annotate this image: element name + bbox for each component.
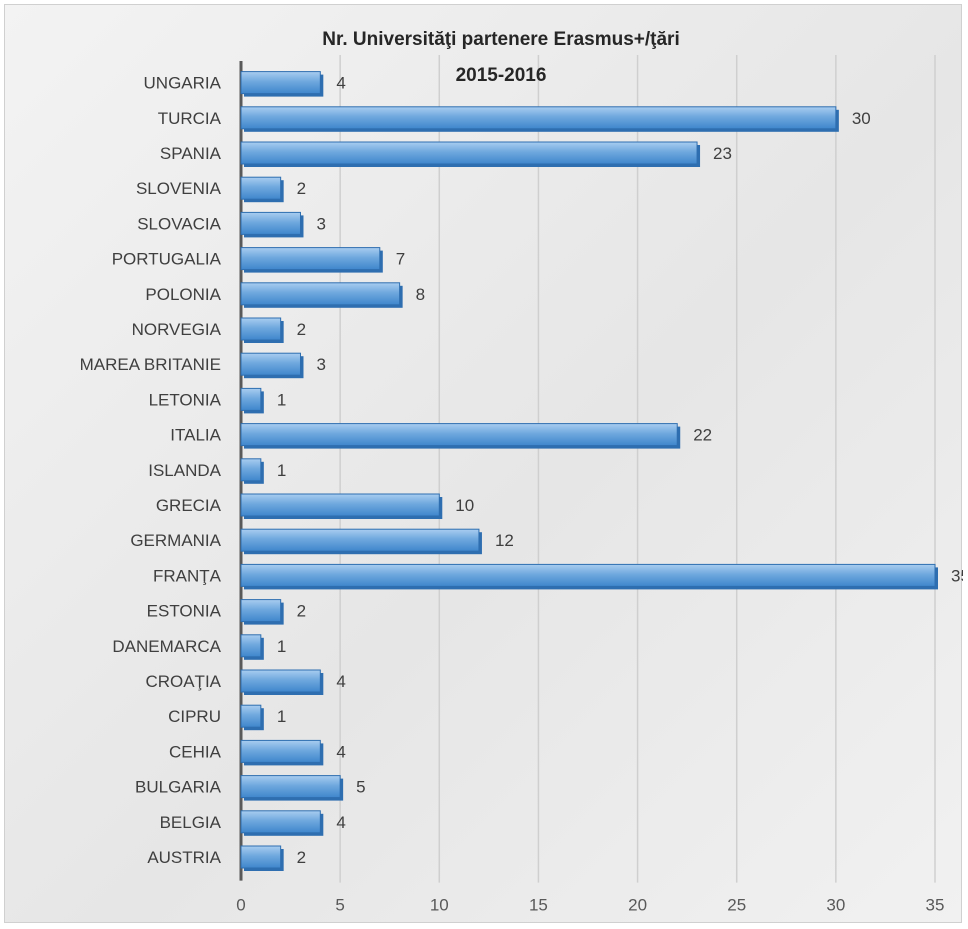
category-label: ITALIA [170, 426, 221, 445]
data-label: 2 [297, 320, 306, 339]
data-label: 2 [297, 848, 306, 867]
data-label: 1 [277, 637, 286, 656]
bar [240, 458, 262, 482]
chart-title: Nr. Universităţi partenere Erasmus+/ţări [322, 29, 679, 50]
category-label: FRANŢA [153, 566, 222, 585]
category-label: TURCIA [158, 109, 222, 128]
x-tick-label: 25 [727, 896, 746, 915]
bar [240, 247, 381, 271]
x-tick-label: 20 [628, 896, 647, 915]
category-label: BELGIA [160, 813, 222, 832]
data-label: 4 [336, 742, 345, 761]
bar [240, 810, 321, 834]
category-label: DANEMARCA [112, 637, 221, 656]
data-label: 1 [277, 707, 286, 726]
bar [240, 71, 321, 95]
bar [240, 106, 837, 130]
bar-chart: UNGARIA TURCIA SPANIA SLOVENIA SLOVACIA PORTU… [80, 29, 963, 915]
data-label: 30 [852, 109, 871, 128]
data-label: 5 [356, 778, 365, 797]
data-label: 12 [495, 531, 514, 550]
bar [240, 282, 401, 306]
category-label: ESTONIA [147, 602, 222, 621]
category-label: ISLANDA [148, 461, 221, 480]
bar [240, 493, 440, 517]
chart-area: UNGARIA TURCIA SPANIA SLOVENIA SLOVACIA PORTU… [4, 4, 963, 923]
category-label: SLOVACIA [137, 214, 221, 233]
data-label: 23 [713, 144, 732, 163]
value-labels: 43023237823122110123521414542 [277, 74, 963, 867]
category-label: CEHIA [169, 742, 222, 761]
category-label: UNGARIA [144, 74, 222, 93]
bar [240, 563, 936, 587]
bar [240, 739, 321, 763]
bar [240, 775, 341, 799]
bar [240, 704, 262, 728]
category-label: GRECIA [156, 496, 222, 515]
category-labels: UNGARIA TURCIA SPANIA SLOVENIA SLOVACIA PORTU… [80, 74, 222, 867]
category-label: CIPRU [168, 707, 221, 726]
data-label: 1 [277, 461, 286, 480]
data-label: 4 [336, 672, 345, 691]
category-label: NORVEGIA [132, 320, 222, 339]
bar [240, 845, 282, 869]
category-label: BULGARIA [135, 778, 222, 797]
data-label: 4 [336, 813, 345, 832]
bar [240, 317, 282, 341]
bar [240, 176, 282, 200]
category-label: MAREA BRITANIE [80, 355, 221, 374]
bar [240, 528, 480, 552]
x-tick-label: 35 [926, 896, 945, 915]
x-tick-label: 5 [335, 896, 344, 915]
x-tick-label: 30 [826, 896, 845, 915]
bar [240, 423, 678, 447]
data-label: 3 [316, 214, 325, 233]
bar [240, 599, 282, 623]
data-label: 1 [277, 390, 286, 409]
category-label: POLONIA [145, 285, 221, 304]
category-label: GERMANIA [130, 531, 221, 550]
data-label: 22 [693, 426, 712, 445]
bar [240, 141, 698, 165]
data-label: 3 [316, 355, 325, 374]
bar [240, 352, 301, 376]
x-tick-label: 0 [236, 896, 245, 915]
bars [240, 71, 938, 871]
chart-subtitle: 2015-2016 [456, 65, 547, 86]
category-label: PORTUGALIA [112, 250, 222, 269]
category-label: SPANIA [160, 144, 222, 163]
data-label: 4 [336, 74, 345, 93]
category-label: SLOVENIA [136, 179, 222, 198]
bar [240, 669, 321, 693]
x-tick-label: 10 [430, 896, 449, 915]
category-label: LETONIA [149, 390, 222, 409]
category-label: AUSTRIA [147, 848, 221, 867]
x-tick-label: 15 [529, 896, 548, 915]
data-label: 10 [455, 496, 474, 515]
data-label: 2 [297, 602, 306, 621]
gridlines [339, 55, 936, 883]
data-label: 7 [396, 250, 405, 269]
bar [240, 387, 262, 411]
x-axis-ticks: 0 5 10 15 20 25 30 35 [236, 896, 944, 915]
data-label: 2 [297, 179, 306, 198]
bar [240, 634, 262, 658]
data-label: 8 [416, 285, 425, 304]
data-label: 35 [951, 566, 963, 585]
bar [240, 211, 301, 235]
category-label: CROAŢIA [145, 672, 221, 691]
